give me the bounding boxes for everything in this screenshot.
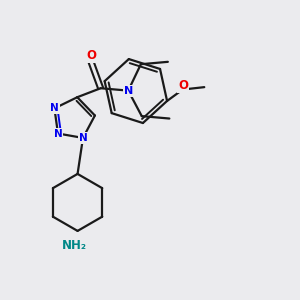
Text: O: O [178, 80, 188, 92]
Text: N: N [54, 128, 62, 139]
Text: O: O [87, 49, 97, 62]
Text: N: N [50, 103, 59, 113]
Text: NH₂: NH₂ [61, 239, 86, 252]
Text: N: N [79, 133, 87, 143]
Text: N: N [124, 85, 133, 96]
